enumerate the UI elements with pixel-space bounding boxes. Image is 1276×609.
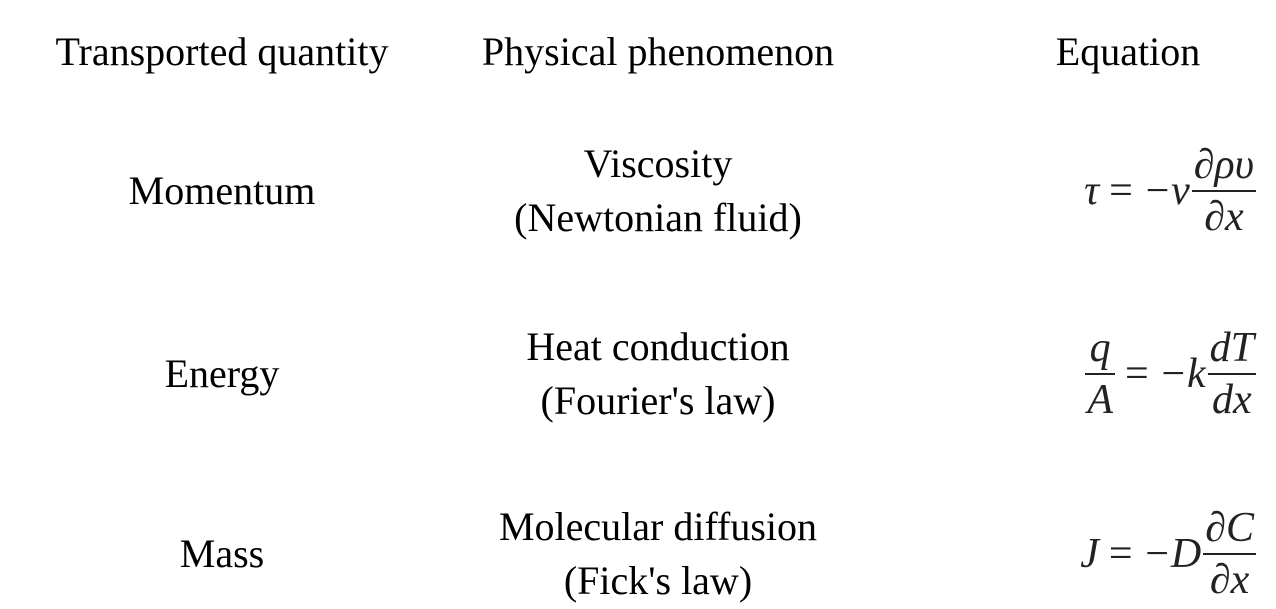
eq-denominator: ∂x	[1204, 193, 1244, 240]
phenomenon-law: (Fick's law)	[563, 557, 753, 603]
table-header-row: Transported quantity Physical phenomenon…	[0, 22, 1276, 82]
eq-equals: =	[1109, 167, 1133, 214]
phenomenon-cell: Molecular diffusion (Fick's law)	[448, 498, 868, 609]
eq-numerator: ∂ρυ	[1193, 141, 1254, 188]
eq-coefficient: −k	[1158, 350, 1206, 397]
eq-denominator: dx	[1211, 376, 1252, 423]
eq-fraction: ∂ρυ ∂x	[1191, 141, 1256, 240]
header-equation: Equation	[1000, 22, 1256, 82]
quantity-label: Momentum	[128, 167, 316, 213]
eq-fraction: ∂C ∂x	[1203, 505, 1256, 603]
eq-fraction: dT dx	[1207, 324, 1256, 423]
phenomenon-name: Molecular diffusion	[498, 503, 818, 549]
eq-numerator: ∂C	[1205, 504, 1254, 551]
phenomenon-cell: Viscosity (Newtonian fluid)	[448, 133, 868, 248]
fraction-bar	[1203, 552, 1256, 555]
eq-numerator: dT	[1209, 324, 1254, 371]
header-transported-quantity: Transported quantity	[22, 22, 422, 82]
eq-denominator: ∂x	[1209, 556, 1250, 603]
equation-cell: J = −D ∂C ∂x	[1000, 498, 1256, 609]
eq-coefficient: −ν	[1142, 167, 1190, 214]
fraction-bar	[1191, 189, 1256, 192]
phenomenon-cell: Heat conduction (Fourier's law)	[448, 316, 868, 431]
eq-equals: =	[1124, 350, 1149, 397]
eq-lhs-fraction: q A	[1085, 325, 1115, 423]
eq-lhs-numerator: q	[1089, 324, 1111, 371]
phenomenon-law: (Fourier's law)	[540, 377, 776, 423]
quantity-label: Energy	[164, 350, 280, 396]
phenomenon-law: (Newtonian fluid)	[514, 194, 802, 240]
eq-coefficient: −D	[1142, 530, 1202, 577]
table-row-mass: Mass Molecular diffusion (Fick's law) J …	[0, 498, 1276, 609]
eq-lhs: J	[1080, 530, 1099, 577]
header-physical-phenomenon: Physical phenomenon	[448, 22, 868, 82]
quantity-cell: Energy	[22, 316, 422, 431]
header-equation-label: Equation	[1055, 29, 1201, 74]
phenomenon-name: Viscosity	[583, 140, 733, 186]
eq-lhs: τ	[1084, 167, 1100, 214]
newton-viscosity-equation: τ = −ν ∂ρυ ∂x	[1000, 133, 1256, 248]
phenomenon-name: Heat conduction	[526, 323, 790, 369]
fourier-law-equation: q A = −k dT dx	[1000, 316, 1256, 431]
table-row-momentum: Momentum Viscosity (Newtonian fluid) τ =…	[0, 133, 1276, 248]
equation-cell: τ = −ν ∂ρυ ∂x	[1000, 133, 1256, 248]
fraction-bar	[1207, 372, 1256, 375]
fick-law-equation: J = −D ∂C ∂x	[1000, 498, 1256, 609]
eq-equals: =	[1108, 530, 1133, 577]
quantity-cell: Mass	[22, 498, 422, 609]
quantity-label: Mass	[179, 530, 265, 576]
eq-lhs-denominator: A	[1087, 376, 1113, 423]
header-phenomenon-label: Physical phenomenon	[481, 29, 835, 74]
fraction-bar	[1085, 372, 1115, 375]
table-row-energy: Energy Heat conduction (Fourier's law) q…	[0, 316, 1276, 431]
equation-cell: q A = −k dT dx	[1000, 316, 1256, 431]
header-quantity-label: Transported quantity	[55, 29, 389, 74]
quantity-cell: Momentum	[22, 133, 422, 248]
